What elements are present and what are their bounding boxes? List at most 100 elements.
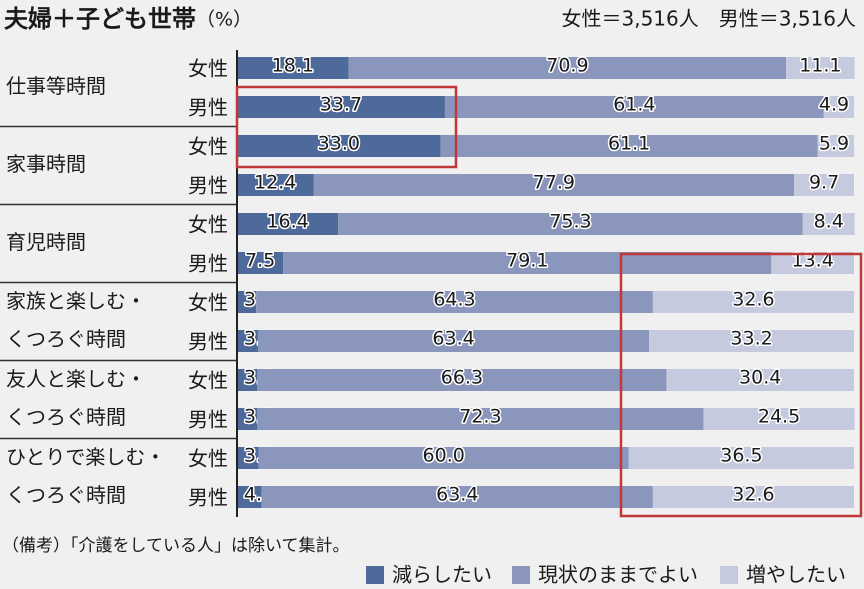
highlight-box <box>235 85 458 169</box>
value-label: 61.1 <box>608 133 650 155</box>
bar-segment <box>237 330 258 352</box>
bar-segment <box>652 486 854 508</box>
legend-swatch <box>720 566 738 584</box>
subtitle: 女性＝3,516人 男性＝3,516人 <box>561 7 856 31</box>
bar-segment <box>257 330 650 352</box>
plot: 仕事等時間家事時間育児時間家族と楽しむ・くつろぐ時間友人と楽しむ・くつろぐ時間ひ… <box>0 53 855 587</box>
group-label: 家族と楽しむ・ <box>6 289 146 313</box>
bar-segment <box>261 486 653 508</box>
bar-segment <box>237 57 349 79</box>
value-label: 72.3 <box>459 406 501 428</box>
bar-segment <box>628 447 854 469</box>
footnote: （備考）「介護をしている人」は除いて集計。 <box>2 536 349 556</box>
bar-segment <box>771 252 854 274</box>
value-label: 77.9 <box>533 172 575 194</box>
value-label: 32.6 <box>732 484 774 506</box>
bar-segment <box>703 408 855 430</box>
legend-label: 現状のままでよい <box>538 563 698 587</box>
group-label: くつろぐ時間 <box>6 405 126 429</box>
bar-segment <box>786 57 855 79</box>
group-label: くつろぐ時間 <box>6 327 126 351</box>
value-label: 12.4 <box>254 172 296 194</box>
value-label: 63.4 <box>432 328 474 350</box>
legend-label: 増やしたい <box>746 563 846 587</box>
value-label: 75.3 <box>549 211 591 233</box>
bar-segment <box>652 291 854 313</box>
value-label: 60.0 <box>423 445 465 467</box>
row-label: 男性 <box>188 330 228 354</box>
value-label: 61.4 <box>613 94 655 116</box>
legend-label: 減らしたい <box>392 563 492 587</box>
bar-segment <box>237 486 262 508</box>
bar-segment <box>237 96 445 118</box>
value-label: 11.1 <box>799 55 841 77</box>
bar-segment <box>256 291 653 313</box>
value-label: 5.9 <box>819 133 849 155</box>
bar-segment <box>237 252 284 274</box>
bar-segment <box>237 369 258 391</box>
highlight-box <box>619 252 863 518</box>
unit-label: （%） <box>196 9 252 31</box>
bar-segment <box>257 408 704 430</box>
value-label: 64.3 <box>433 289 475 311</box>
group-label: 仕事等時間 <box>6 74 106 98</box>
bar-segment <box>257 369 667 391</box>
value-label: 66.3 <box>441 367 483 389</box>
row-label: 女性 <box>188 369 228 393</box>
bar-segment <box>444 96 824 118</box>
value-label: 4.9 <box>819 94 849 116</box>
row-label: 男性 <box>188 174 228 198</box>
bar-segment <box>794 174 854 196</box>
bar-segment <box>237 447 259 469</box>
row-label: 女性 <box>188 291 228 315</box>
value-label: 33.7 <box>320 94 362 116</box>
bar-segment <box>440 135 818 157</box>
bar-segment <box>313 174 795 196</box>
bar-segment <box>237 408 258 430</box>
value-label: 70.9 <box>546 55 588 77</box>
bar-segment <box>348 57 787 79</box>
value-label: 13.4 <box>792 250 834 272</box>
legend-swatch <box>512 566 530 584</box>
row-label: 男性 <box>188 252 228 276</box>
group-label: 育児時間 <box>6 230 86 254</box>
group-label: 友人と楽しむ・ <box>6 367 146 391</box>
bar-segment <box>817 135 854 157</box>
row-label: 男性 <box>188 408 228 432</box>
value-label: 33.2 <box>730 328 772 350</box>
bar-segment <box>237 213 339 235</box>
chart-title: 夫婦＋子ども世帯 <box>4 5 196 33</box>
bar-segment <box>338 213 803 235</box>
group-label: ひとりで楽しむ・ <box>6 445 165 469</box>
value-label: 18.1 <box>272 55 314 77</box>
bar-segment <box>666 369 854 391</box>
value-label: 79.1 <box>506 250 548 272</box>
bar-segment <box>258 447 629 469</box>
row-label: 男性 <box>188 96 228 120</box>
bar-segment <box>237 135 441 157</box>
bar-segment <box>802 213 855 235</box>
row-label: 女性 <box>188 447 228 471</box>
value-label: 32.6 <box>732 289 774 311</box>
row-label: 女性 <box>188 57 228 81</box>
group-label: くつろぐ時間 <box>6 483 126 507</box>
row-label: 女性 <box>188 135 228 159</box>
value-label: 24.5 <box>758 406 800 428</box>
group-label: 家事時間 <box>6 152 86 176</box>
value-label: 33.0 <box>318 133 360 155</box>
value-label: 16.4 <box>266 211 308 233</box>
value-label: 9.7 <box>809 172 839 194</box>
row-label: 女性 <box>188 213 228 237</box>
bar-segment <box>649 330 854 352</box>
legend-swatch <box>366 566 384 584</box>
bar-segment <box>283 252 772 274</box>
value-label: 30.4 <box>739 367 781 389</box>
bar-segment <box>237 291 257 313</box>
bar-segment <box>237 174 314 196</box>
row-label: 男性 <box>188 486 228 510</box>
value-label: 63.4 <box>436 484 478 506</box>
bar-segment <box>823 96 854 118</box>
value-label: 8.4 <box>814 211 844 233</box>
value-label: 7.5 <box>245 250 275 272</box>
